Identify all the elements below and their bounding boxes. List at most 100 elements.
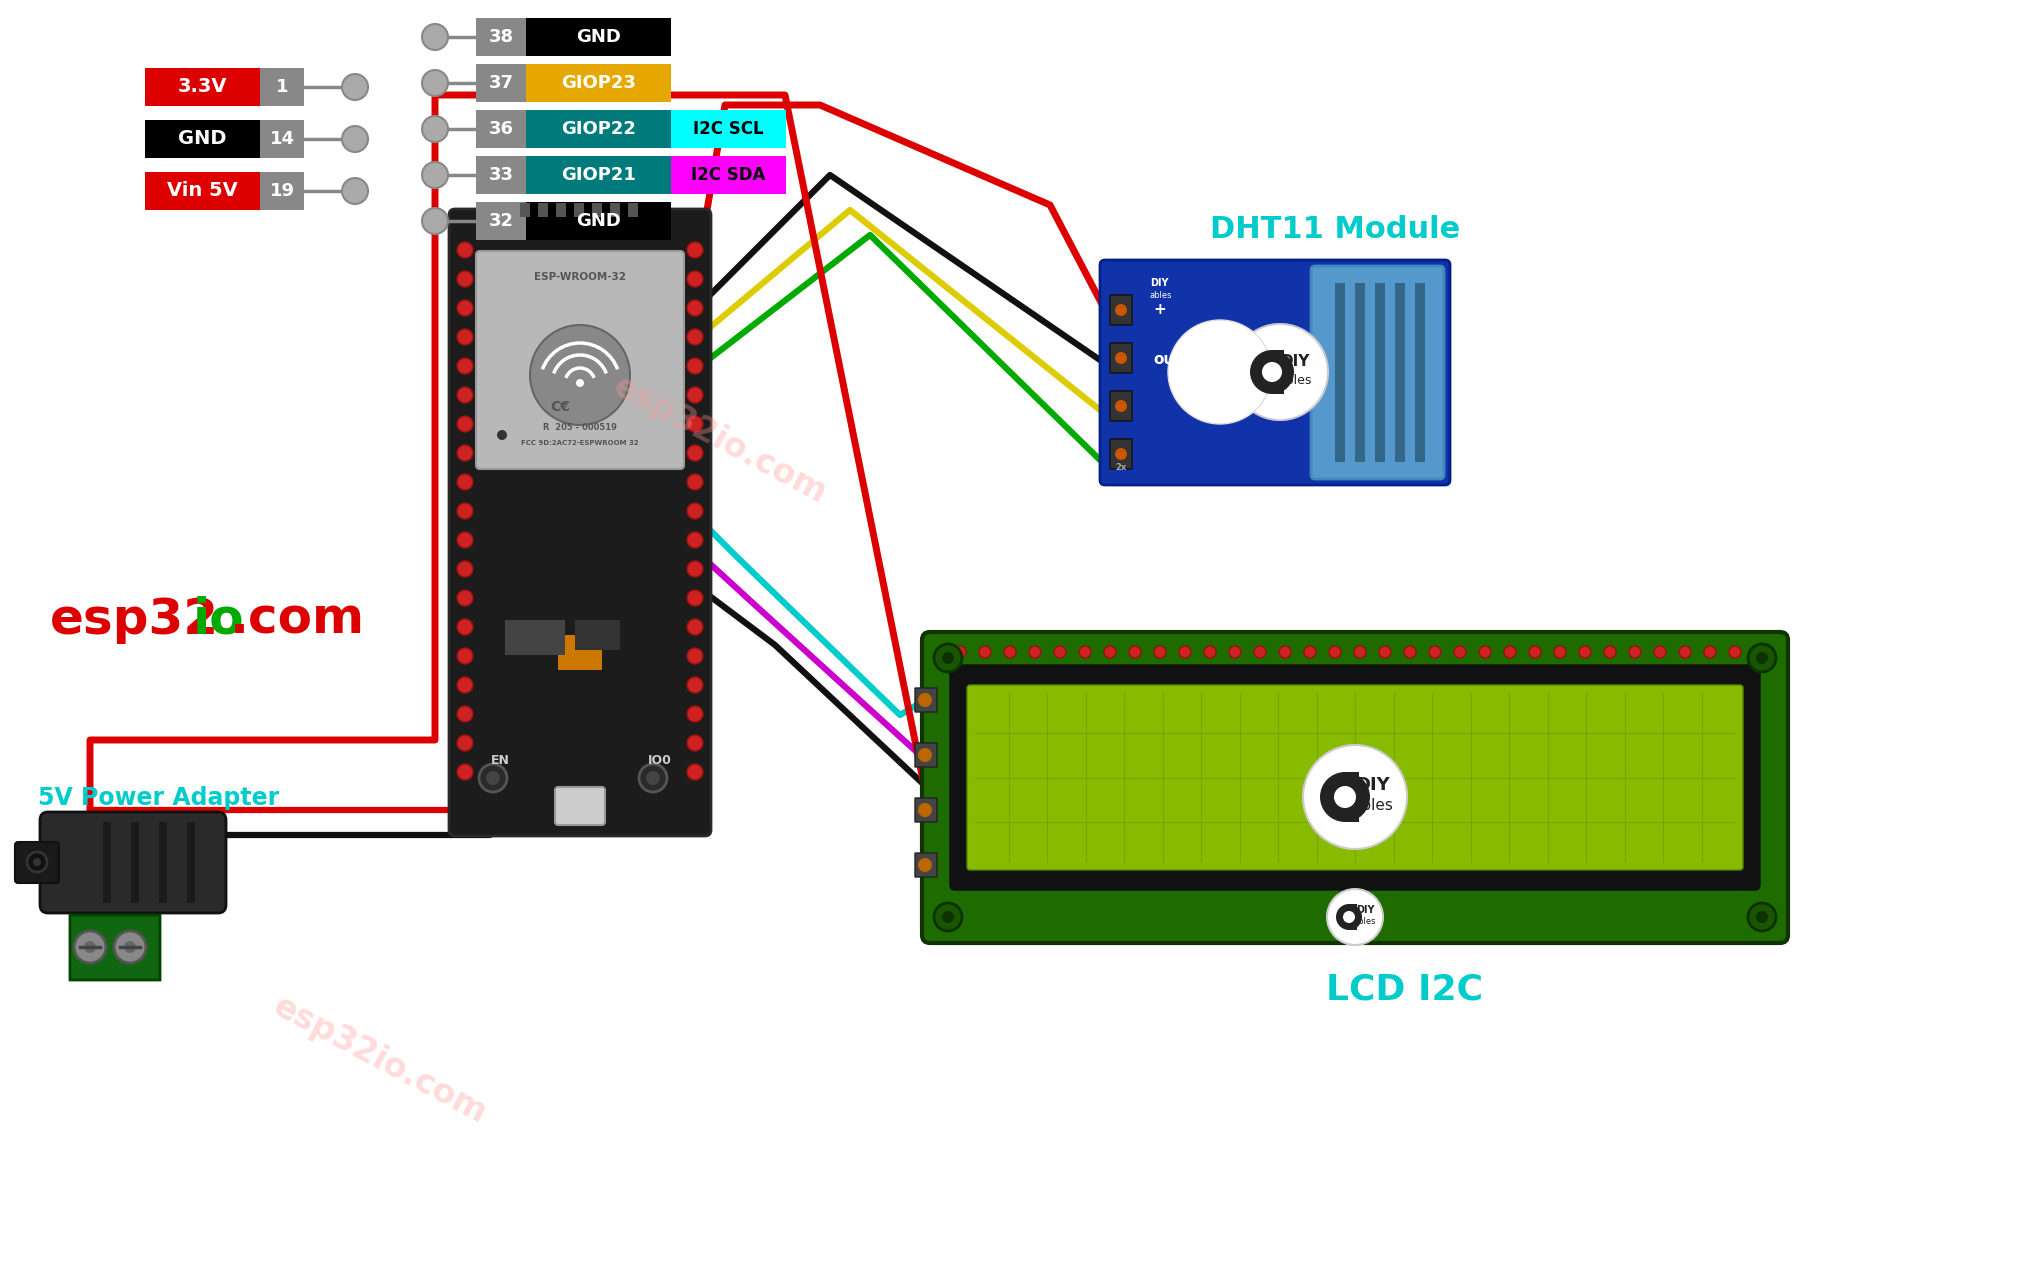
Circle shape [456,677,472,693]
FancyBboxPatch shape [922,632,1788,943]
FancyBboxPatch shape [527,156,672,194]
Circle shape [1116,304,1126,316]
Text: IO0: IO0 [648,753,672,766]
Text: LCD I2C: LCD I2C [1326,974,1483,1006]
Circle shape [113,931,145,963]
FancyBboxPatch shape [557,203,565,216]
Circle shape [1748,644,1776,672]
Text: out: out [1152,352,1183,367]
Text: DIY: DIY [1150,279,1168,287]
Circle shape [456,590,472,606]
Circle shape [1378,646,1390,658]
Circle shape [686,706,702,722]
Circle shape [1053,646,1066,658]
FancyBboxPatch shape [260,172,305,210]
Text: ESP-WROOM-32: ESP-WROOM-32 [535,272,626,282]
Circle shape [456,648,472,663]
Text: DIY: DIY [1356,776,1390,794]
FancyBboxPatch shape [559,636,601,670]
Circle shape [1279,646,1292,658]
Circle shape [686,736,702,751]
Text: 5V Power Adapter: 5V Power Adapter [38,786,278,810]
Circle shape [1154,646,1166,658]
Text: 14: 14 [270,130,295,148]
Text: I2C SCL: I2C SCL [694,120,763,138]
Circle shape [1116,352,1126,365]
Text: DHT11 Module: DHT11 Module [1211,215,1461,244]
Circle shape [456,706,472,722]
Text: ables: ables [1150,290,1172,300]
Circle shape [646,771,660,785]
Circle shape [1320,772,1370,822]
Text: 36: 36 [488,120,513,138]
FancyBboxPatch shape [1346,772,1358,822]
Circle shape [456,387,472,403]
Text: GND: GND [178,129,226,148]
Text: .com: .com [230,596,365,644]
Circle shape [955,646,967,658]
FancyBboxPatch shape [527,110,672,148]
Text: DIY: DIY [1356,905,1374,915]
FancyBboxPatch shape [40,812,226,913]
FancyBboxPatch shape [260,120,305,158]
Circle shape [686,300,702,316]
Circle shape [422,24,448,49]
FancyBboxPatch shape [914,743,936,767]
FancyBboxPatch shape [1312,266,1445,479]
Circle shape [422,162,448,187]
Text: ables: ables [1277,375,1312,387]
Circle shape [942,652,955,663]
Circle shape [686,473,702,490]
FancyBboxPatch shape [1394,284,1405,462]
Circle shape [1229,646,1241,658]
FancyBboxPatch shape [476,203,527,241]
Circle shape [1503,646,1516,658]
Circle shape [486,771,500,785]
FancyBboxPatch shape [1100,260,1451,485]
Text: 33: 33 [488,166,513,184]
FancyBboxPatch shape [950,665,1760,890]
Circle shape [456,417,472,432]
Text: GND: GND [575,211,622,230]
FancyBboxPatch shape [575,620,620,649]
Circle shape [422,208,448,234]
Circle shape [1336,904,1362,931]
Circle shape [686,358,702,373]
FancyBboxPatch shape [539,203,549,216]
FancyBboxPatch shape [145,172,260,210]
FancyBboxPatch shape [1336,284,1346,462]
FancyBboxPatch shape [14,842,59,882]
Text: 3.3V: 3.3V [178,77,228,96]
FancyBboxPatch shape [573,203,583,216]
FancyBboxPatch shape [672,110,785,148]
Circle shape [32,858,40,866]
Circle shape [1249,349,1294,394]
Circle shape [1261,362,1281,382]
Circle shape [686,763,702,780]
Circle shape [1205,646,1217,658]
FancyBboxPatch shape [967,685,1744,870]
Circle shape [1116,400,1126,411]
Circle shape [1330,646,1342,658]
Circle shape [496,430,507,441]
Circle shape [1530,646,1542,658]
FancyBboxPatch shape [476,110,527,148]
Text: esp32io.com: esp32io.com [607,370,831,510]
Text: DIY: DIY [1279,354,1310,370]
FancyBboxPatch shape [1374,284,1384,462]
Circle shape [686,677,702,693]
Circle shape [1005,646,1015,658]
Text: 1: 1 [276,78,289,96]
Circle shape [686,446,702,461]
Circle shape [85,941,97,953]
Circle shape [341,73,367,100]
Circle shape [456,763,472,780]
Circle shape [456,271,472,287]
Circle shape [1655,646,1667,658]
Circle shape [456,358,472,373]
Circle shape [1405,646,1417,658]
FancyBboxPatch shape [504,620,565,655]
FancyBboxPatch shape [476,65,527,103]
Circle shape [422,116,448,142]
Circle shape [1168,320,1271,424]
